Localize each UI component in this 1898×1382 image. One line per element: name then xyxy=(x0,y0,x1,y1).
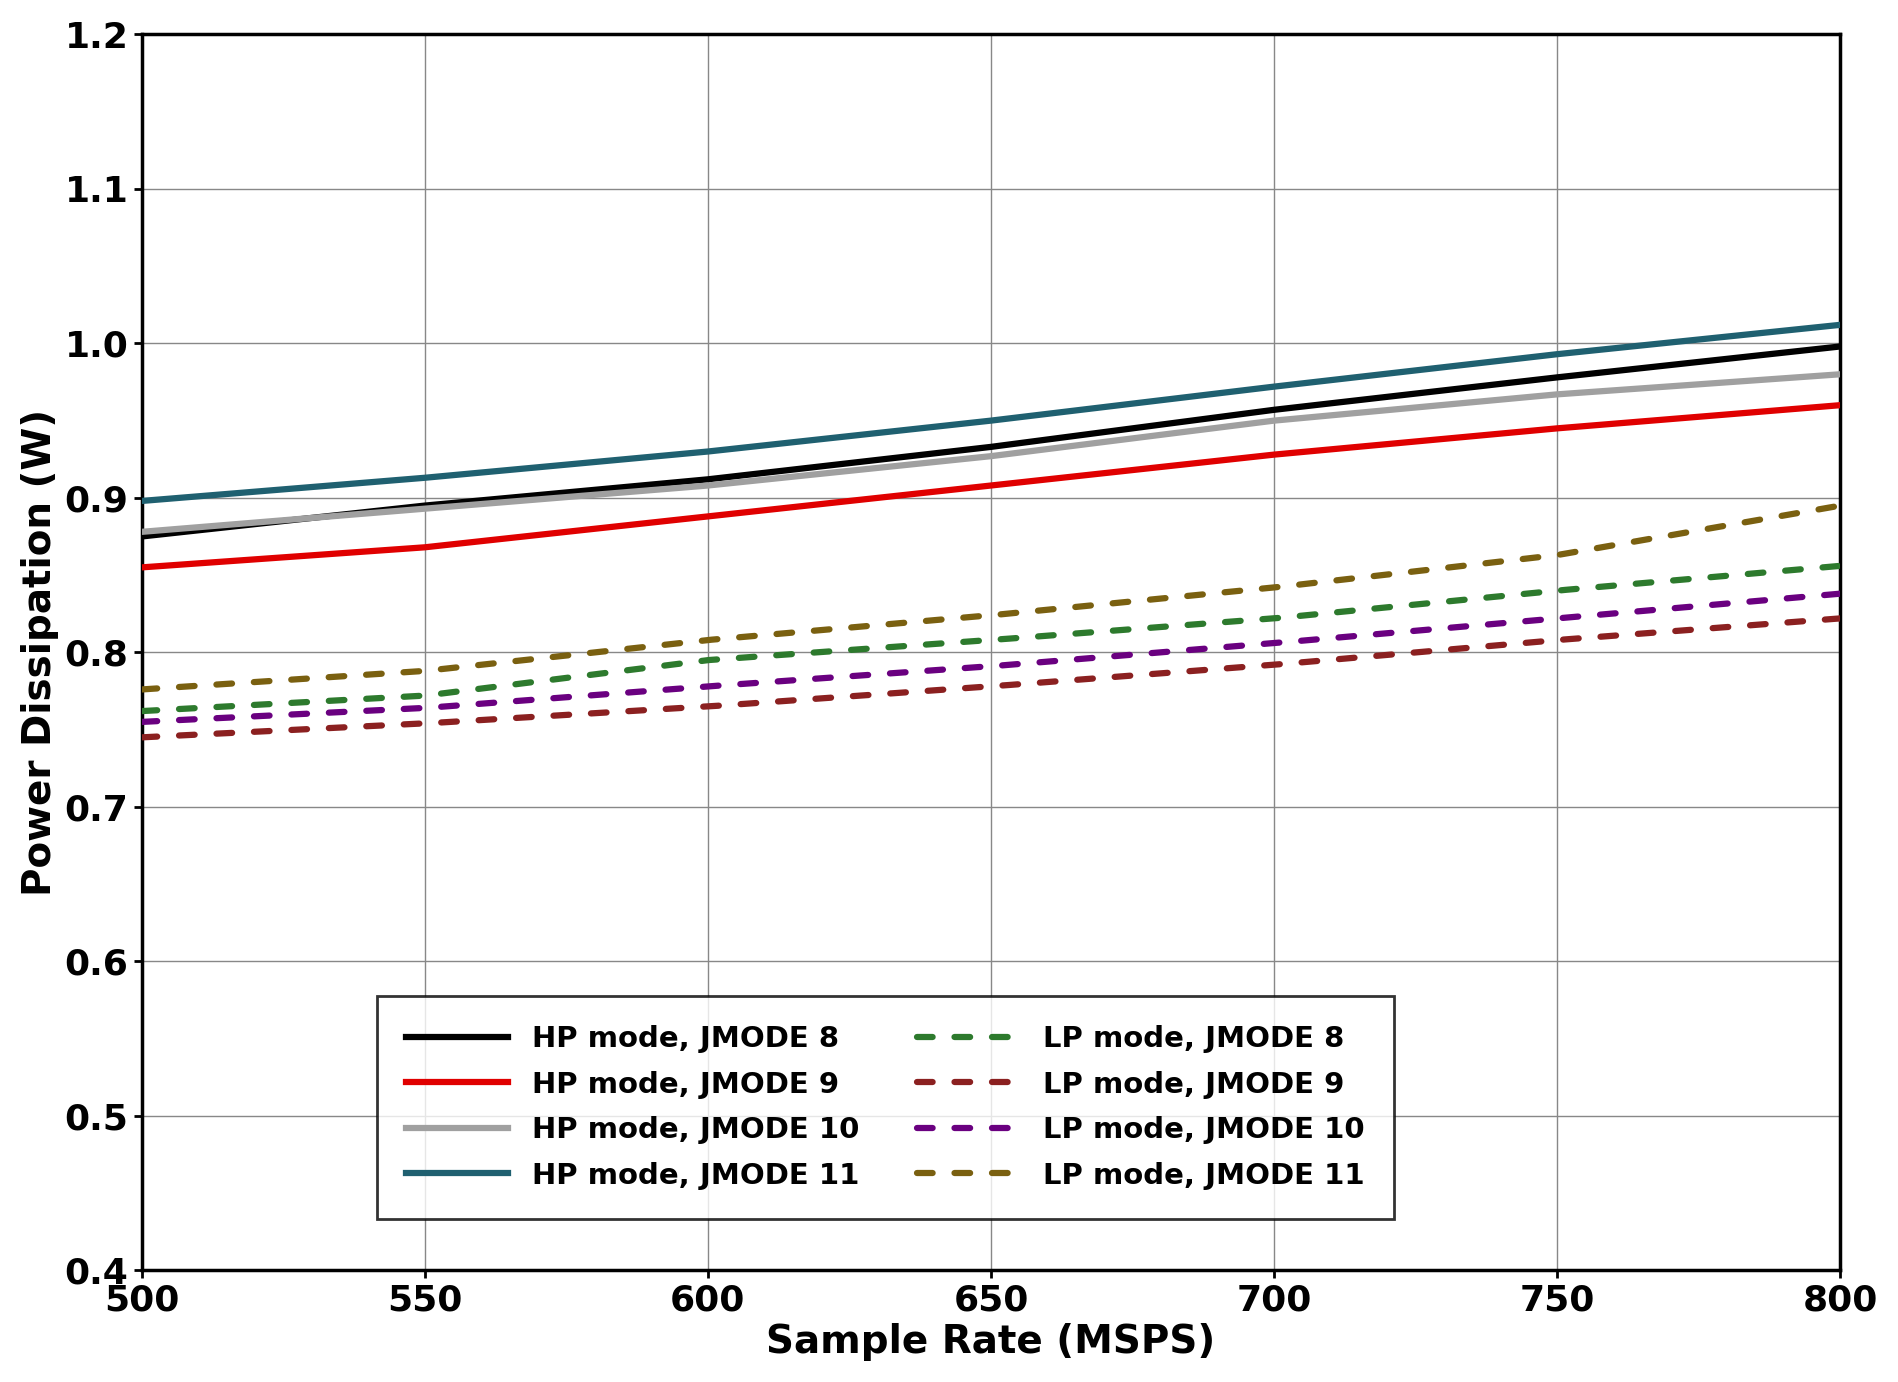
X-axis label: Sample Rate (MSPS): Sample Rate (MSPS) xyxy=(767,1323,1215,1361)
Y-axis label: Power Dissipation (W): Power Dissipation (W) xyxy=(21,409,59,896)
Legend: HP mode, JMODE 8, HP mode, JMODE 9, HP mode, JMODE 10, HP mode, JMODE 11, LP mod: HP mode, JMODE 8, HP mode, JMODE 9, HP m… xyxy=(378,996,1393,1219)
